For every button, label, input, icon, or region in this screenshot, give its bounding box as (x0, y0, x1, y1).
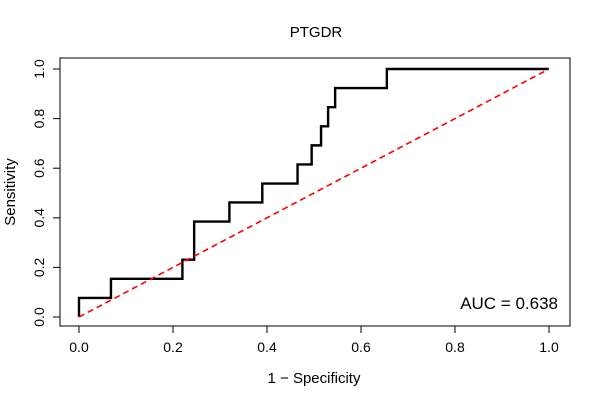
roc-curve-line (77, 67, 549, 317)
y-axis: 0.0 0.2 0.4 0.6 0.8 1.0 (31, 59, 61, 327)
y-tick-label: 0.2 (31, 257, 47, 277)
y-tick-label: 0.8 (31, 109, 47, 129)
series-layer (77, 67, 550, 318)
y-tick-label: 0.0 (31, 307, 47, 327)
y-tick-label: 0.4 (31, 208, 47, 228)
x-axis: 0.0 0.2 0.4 0.6 0.8 1.0 (69, 325, 559, 355)
x-tick-label: 0.6 (351, 339, 371, 355)
x-tick-label: 0.8 (445, 339, 465, 355)
reference-diagonal-line (78, 68, 550, 318)
x-tick-label: 1.0 (539, 339, 559, 355)
x-tick-label: 0.0 (69, 339, 89, 355)
y-tick-label: 1.0 (31, 59, 47, 79)
chart-title: PTGDR (290, 24, 343, 41)
x-tick-label: 0.2 (163, 339, 183, 355)
y-tick-label: 0.6 (31, 158, 47, 178)
auc-annotation: AUC = 0.638 (460, 294, 558, 313)
x-tick-label: 0.4 (257, 339, 277, 355)
y-axis-title: Sensitivity (2, 158, 19, 226)
x-axis-title: 1 − Specificity (268, 370, 361, 387)
